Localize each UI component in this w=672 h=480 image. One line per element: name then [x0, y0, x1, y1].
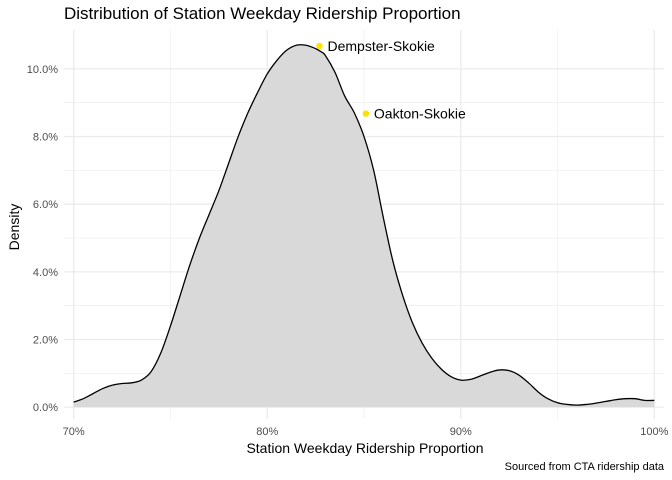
x-tick-label: 80% [256, 426, 278, 438]
y-tick-label: 6.0% [33, 199, 58, 211]
density-line [73, 44, 655, 406]
station-point [362, 110, 370, 117]
x-tick-label: 90% [450, 426, 472, 438]
caption: Sourced from CTA ridership data [505, 461, 665, 473]
y-tick-label: 8.0% [33, 132, 58, 144]
annotation-layer: Dempster-Skokie Oakton-Skokie [316, 38, 466, 122]
station-label: Dempster-Skokie [327, 38, 435, 54]
tick-layer: 70% 80% 90% 100% 0.0% 2.0% 4.0% 6.0% 8.0% 10.0% [27, 64, 669, 438]
x-axis-title: Station Weekday Ridership Proportion [246, 440, 483, 456]
y-tick-label: 2.0% [33, 335, 58, 347]
y-tick-label: 4.0% [33, 267, 58, 279]
density-area [73, 44, 655, 408]
station-point [316, 42, 323, 50]
y-axis-title: Density [6, 204, 22, 251]
y-tick-label: 0.0% [33, 402, 58, 414]
y-tick-label: 10.0% [27, 64, 58, 76]
station-label: Oakton-Skokie [374, 106, 466, 122]
chart-title: Distribution of Station Weekday Ridershi… [64, 4, 461, 23]
x-tick-label: 100% [640, 426, 668, 438]
x-tick-label: 70% [63, 426, 85, 438]
